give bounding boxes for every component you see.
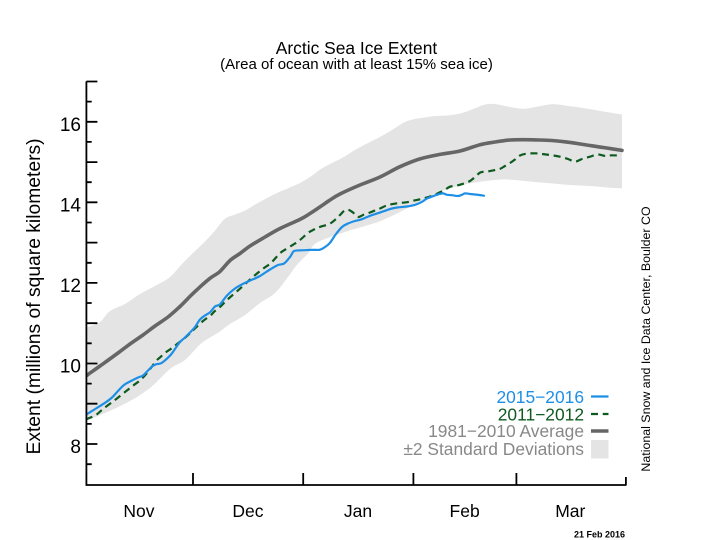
svg-text:2015−2016: 2015−2016 [496,387,584,407]
svg-text:Mar: Mar [555,501,585,521]
svg-text:10: 10 [60,357,81,378]
svg-text:Nov: Nov [123,501,154,521]
svg-text:2011−2012: 2011−2012 [498,404,584,424]
svg-text:National Snow and Ice Data Cen: National Snow and Ice Data Center, Bould… [639,206,653,472]
svg-text:16: 16 [60,115,81,136]
svg-text:Jan: Jan [344,501,372,521]
svg-text:12: 12 [60,276,81,297]
svg-text:Arctic Sea Ice Extent: Arctic Sea Ice Extent [276,38,438,58]
svg-text:Feb: Feb [450,501,480,521]
svg-text:(Area of ocean with at least 1: (Area of ocean with at least 15% sea ice… [220,56,493,73]
svg-text:Dec: Dec [232,501,263,521]
svg-text:8: 8 [70,437,81,458]
svg-text:14: 14 [60,195,82,216]
svg-text:1981−2010 Average: 1981−2010 Average [428,421,584,441]
svg-text:Extent (millions of square kil: Extent (millions of square kilometers) [24,138,45,454]
svg-text:±2 Standard Deviations: ±2 Standard Deviations [403,439,584,459]
svg-text:21 Feb 2016: 21 Feb 2016 [574,529,625,539]
